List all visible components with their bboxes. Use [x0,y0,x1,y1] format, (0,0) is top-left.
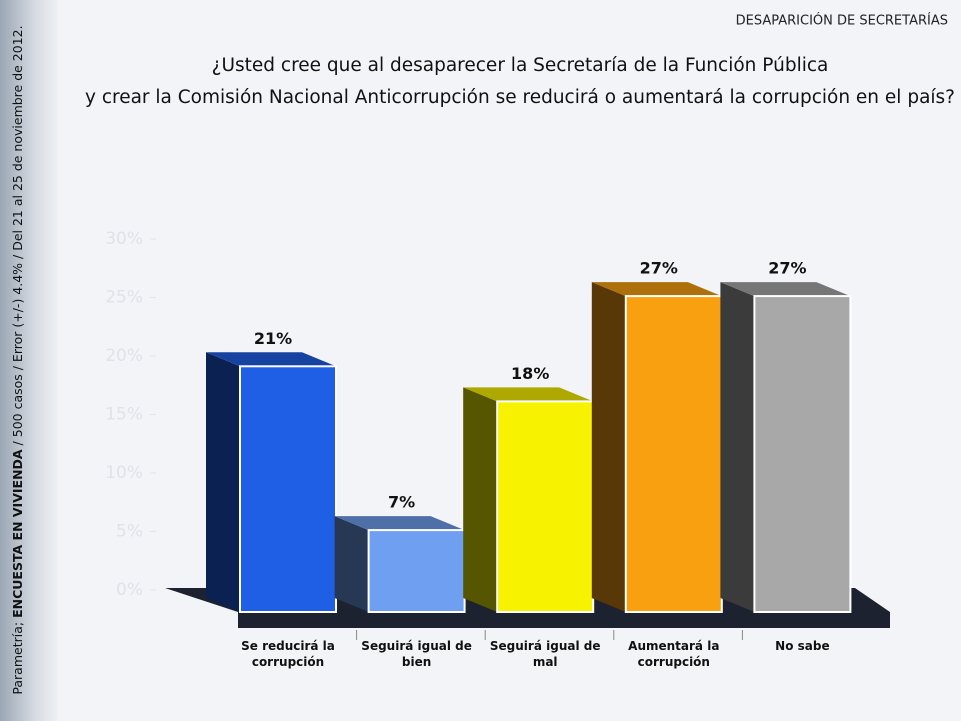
source-part: / 500 casos / Error (+/-) 4.4% / Del 21 … [10,25,25,449]
data-label: 27% [768,259,806,278]
source-part: Parametría; [10,618,25,695]
bar-side [463,387,498,612]
source-note: Parametría; ENCUESTA EN VIVIENDA / 500 c… [10,25,25,694]
side-strip [0,0,58,721]
x-tick-label: Seguirá igual de bien [361,639,472,669]
bar-side [206,352,240,612]
bar [367,529,466,613]
bar-top [720,282,851,297]
bar-top [463,387,594,402]
x-tick-label: No sabe [775,639,830,653]
y-tick-label: 10% [105,463,143,483]
source-part: ENCUESTA EN VIVIENDA [10,449,25,618]
data-label: 27% [640,259,678,278]
y-tick-label: 0% [116,580,143,600]
y-tick-label: 25% [105,288,143,308]
bar [753,295,852,613]
y-tick-label: 15% [105,405,143,425]
bar-top [591,282,722,297]
bar-top [334,516,465,531]
y-tick-label: 30% [105,229,143,249]
chart-title: ¿Usted cree que al desaparecer la Secret… [212,55,829,76]
bar [496,400,595,613]
data-label: 18% [511,364,549,383]
chart-title: y crear la Comisión Nacional Anticorrupc… [85,87,955,108]
header: DESAPARICIÓN DE SECRETARÍAS [736,13,948,29]
bar-top [206,352,336,367]
x-tick-label: Seguirá igual de mal [489,639,601,669]
y-tick-label: 5% [116,522,143,542]
data-label: 21% [254,329,292,348]
bar [624,295,723,613]
y-tick-label: 20% [105,346,143,366]
bar-side [334,516,369,612]
bar-side [720,282,755,612]
x-tick-label: Aumentará la corrupción [628,639,720,669]
bar-side [591,282,626,612]
data-label: 7% [388,493,415,512]
bar [239,365,337,613]
x-tick-label: Se reducirá la corrupción [241,639,335,669]
